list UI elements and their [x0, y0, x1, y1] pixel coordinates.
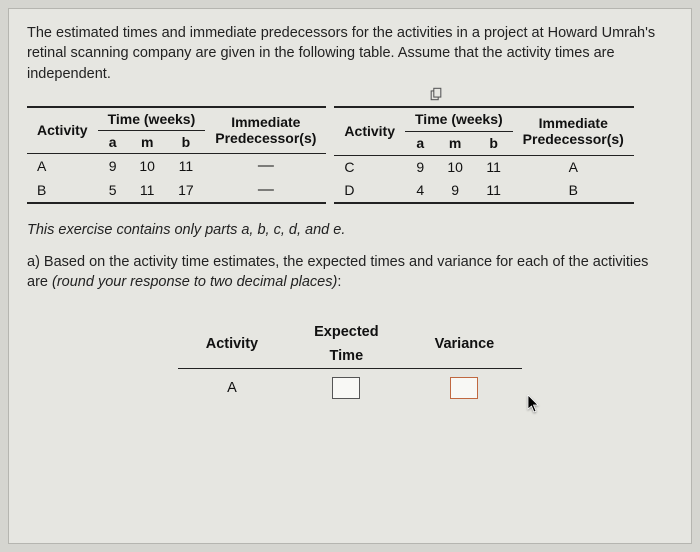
question-suffix: :: [337, 274, 341, 290]
table-row: D 4 9 11 B: [334, 179, 633, 203]
col-b-header: b: [475, 131, 513, 155]
cell-a: 9: [405, 155, 436, 178]
cell-pred: —: [205, 178, 326, 203]
cell-m: 10: [128, 153, 167, 178]
cell-activity: B: [27, 178, 98, 203]
pred-header: Immediate Predecessor(s): [513, 107, 634, 156]
intro-text: The estimated times and immediate predec…: [27, 23, 673, 84]
answer-row: A: [178, 369, 523, 404]
answer-table: Activity Expected Variance Time A: [178, 320, 523, 403]
cell-pred: A: [513, 155, 634, 178]
cell-a: 9: [98, 153, 128, 178]
pred-header-line1: Immediate: [523, 115, 624, 131]
exercise-note: This exercise contains only parts a, b, …: [27, 222, 673, 238]
pred-header: Immediate Predecessor(s): [205, 107, 326, 154]
document-panel: The estimated times and immediate predec…: [8, 8, 692, 544]
time-group-header: Time (weeks): [405, 107, 513, 132]
cell-m: 10: [436, 155, 475, 178]
variance-header: Variance: [407, 320, 523, 369]
cell-activity: A: [27, 153, 98, 178]
time-group-header: Time (weeks): [98, 107, 206, 131]
pred-header-line2: Predecessor(s): [215, 130, 316, 146]
cell-m: 9: [436, 179, 475, 203]
data-tables-wrapper: Activity Time (weeks) Immediate Predeces…: [27, 106, 673, 204]
cell-b: 17: [167, 178, 206, 203]
question-text: a) Based on the activity time estimates,…: [27, 252, 673, 293]
answer-activity-header: Activity: [178, 320, 286, 369]
question-italic: (round your response to two decimal plac…: [52, 274, 337, 290]
pred-header-line2: Predecessor(s): [523, 131, 624, 147]
pred-header-line1: Immediate: [215, 114, 316, 130]
expected-time-input[interactable]: [332, 377, 360, 399]
col-m-header: m: [128, 130, 167, 153]
variance-cell: [407, 369, 523, 404]
table-row: C 9 10 11 A: [334, 155, 633, 178]
col-a-header: a: [405, 131, 436, 155]
activity-header: Activity: [334, 107, 405, 156]
cell-pred: B: [513, 179, 634, 203]
cell-activity: D: [334, 179, 405, 203]
table-row: A 9 10 11 —: [27, 153, 326, 178]
expected-header-l2: Time: [286, 344, 406, 369]
copy-icon[interactable]: [429, 87, 443, 101]
activity-header: Activity: [27, 107, 98, 154]
col-b-header: b: [167, 130, 206, 153]
col-m-header: m: [436, 131, 475, 155]
data-table-right: Activity Time (weeks) Immediate Predeces…: [334, 106, 633, 204]
cell-b: 11: [167, 153, 206, 178]
cell-activity: C: [334, 155, 405, 178]
cell-b: 11: [475, 179, 513, 203]
expected-time-cell: [286, 369, 406, 404]
answer-activity-cell: A: [178, 369, 286, 404]
data-table-left: Activity Time (weeks) Immediate Predeces…: [27, 106, 326, 204]
table-row: B 5 11 17 —: [27, 178, 326, 203]
expected-header-l1: Expected: [286, 320, 406, 344]
col-a-header: a: [98, 130, 128, 153]
variance-input[interactable]: [450, 377, 478, 399]
cell-m: 11: [128, 178, 167, 203]
cell-b: 11: [475, 155, 513, 178]
cell-a: 4: [405, 179, 436, 203]
cell-a: 5: [98, 178, 128, 203]
answer-area: Activity Expected Variance Time A: [27, 320, 673, 403]
cell-pred: —: [205, 153, 326, 178]
